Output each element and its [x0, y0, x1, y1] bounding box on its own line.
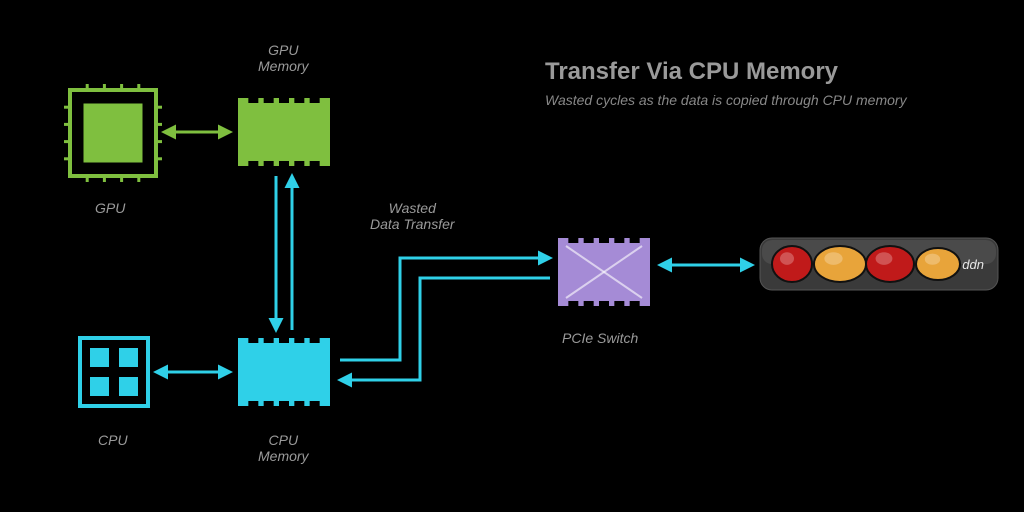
cpu-chip [80, 338, 148, 406]
gpu-mem-label: GPUMemory [258, 42, 309, 74]
gpu-chip [64, 84, 162, 182]
storage-appliance: ddn [760, 238, 998, 290]
pcie-switch-chip [558, 238, 650, 306]
cpu-memory-chip [238, 338, 330, 406]
svg-text:ddn: ddn [962, 257, 984, 272]
cpu-label: CPU [98, 432, 128, 448]
arrow-pcie-to-cpumem [340, 278, 550, 380]
wasted-label: WastedData Transfer [370, 200, 455, 232]
diagram-subtitle: Wasted cycles as the data is copied thro… [545, 92, 907, 108]
gpu-label: GPU [95, 200, 125, 216]
cpu-mem-label: CPUMemory [258, 432, 309, 464]
diagram-title: Transfer Via CPU Memory [545, 58, 838, 86]
arrow-cpumem-to-pcie [340, 258, 550, 360]
gpu-memory-chip [238, 98, 330, 166]
pcie-label: PCIe Switch [562, 330, 638, 346]
